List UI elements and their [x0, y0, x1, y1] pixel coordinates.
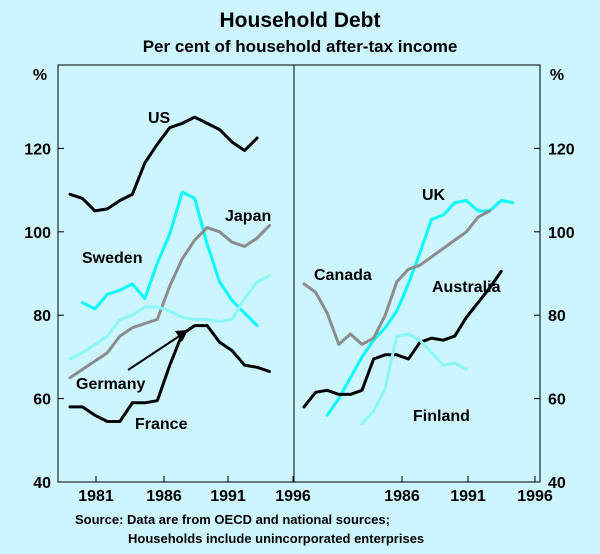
series-label-sweden: Sweden: [82, 250, 142, 267]
chart-subtitle: Per cent of household after-tax income: [143, 37, 458, 56]
ytick-label-right: 80: [548, 308, 566, 325]
series-line-sweden: [81, 190, 259, 328]
series-line-finland: [360, 332, 468, 426]
ytick-label-right: 100: [548, 225, 575, 242]
series-label-france: France: [135, 416, 188, 433]
plot-frame: [57, 64, 541, 483]
xtick-label: 1986: [146, 488, 182, 505]
series-label-us: US: [148, 110, 171, 127]
ytick-label-left: 100: [24, 225, 51, 242]
xtick-label: 1981: [78, 488, 114, 505]
series-label-australia: Australia: [432, 279, 501, 296]
series-lines: [68, 115, 515, 426]
ytick-label-left: 40: [33, 475, 51, 492]
annotation: [127, 330, 188, 371]
series-line-uk: [325, 199, 515, 417]
series-label-germany: Germany: [76, 376, 145, 393]
xtick-label: 1991: [210, 488, 246, 505]
ytick-label-right: 120: [548, 141, 575, 158]
chart-title: Household Debt: [220, 9, 381, 32]
source-line-1: Source: Data are from OECD and national …: [75, 512, 390, 527]
ytick-label-left: 120: [24, 141, 51, 158]
xtick-label: 1986: [384, 488, 420, 505]
ytick-label-right: 60: [548, 392, 566, 409]
plot-border: [57, 64, 541, 483]
series-line-us: [68, 115, 259, 213]
series-label-finland: Finland: [413, 408, 470, 425]
series-line-canada: [302, 209, 492, 346]
series-line-japan: [68, 224, 271, 380]
xtick-label: 1996: [517, 488, 553, 505]
series-line-australia: [302, 269, 503, 409]
xtick-label: 1991: [450, 488, 486, 505]
series-label-uk: UK: [422, 187, 446, 204]
y-unit-right: %: [550, 67, 564, 84]
series-line-france: [68, 324, 271, 423]
axis-ticks: 40 40 60 60 80 80 100 100 120 120% % 1981 1986 1991 19…: [24, 67, 575, 505]
ytick-label-left: 80: [33, 308, 51, 325]
germany-arrow-line: [127, 334, 182, 371]
ytick-label-left: 60: [33, 392, 51, 409]
xtick-label: 1996: [275, 488, 311, 505]
y-unit-left: %: [33, 67, 47, 84]
series-labels: US Sweden Japan Germany France UK Canada Austra…: [76, 110, 501, 433]
series-label-canada: Canada: [314, 267, 372, 284]
series-label-japan: Japan: [225, 208, 271, 225]
ytick-label-right: 40: [548, 475, 566, 492]
source-line-2: Households include unincorporated enterp…: [128, 531, 424, 546]
series-line-germany: [68, 274, 271, 361]
germany-arrow-head: [175, 330, 188, 342]
